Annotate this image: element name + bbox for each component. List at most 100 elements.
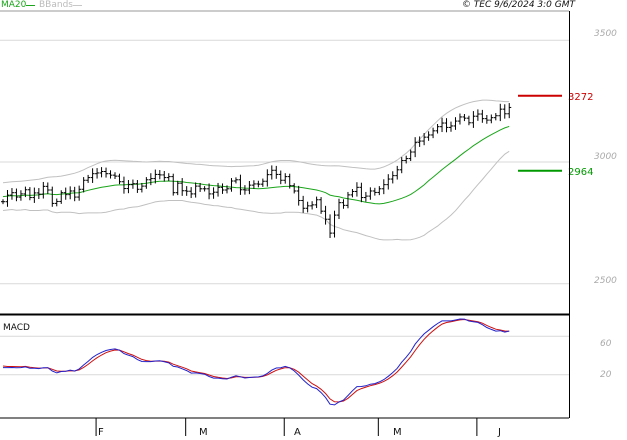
price-bar — [189, 187, 194, 199]
price-bar — [341, 199, 346, 209]
price-bar — [72, 186, 77, 202]
price-bar — [162, 171, 167, 182]
price-bar — [148, 173, 153, 186]
price-bar — [462, 114, 467, 122]
price-y-tick-2500: 2500 — [594, 276, 617, 286]
bb-lower-line — [2, 150, 510, 241]
price-bar — [435, 124, 440, 134]
price-bar — [507, 103, 512, 119]
price-bar — [296, 185, 301, 206]
price-bar — [202, 186, 207, 192]
price-bar — [466, 115, 471, 126]
price-bar — [36, 188, 41, 200]
support-label: 2964 — [568, 167, 593, 178]
price-bar — [54, 198, 59, 207]
chart-frames — [0, 10, 570, 436]
price-bar — [354, 182, 359, 197]
price-bar — [426, 131, 431, 141]
price-bar — [372, 187, 377, 196]
price-bar — [184, 186, 189, 196]
month-label-jun: J — [498, 427, 501, 438]
price-bar — [287, 173, 292, 189]
price-bar — [104, 167, 109, 178]
price-bar — [157, 170, 162, 180]
price-bar — [319, 197, 324, 214]
price-bar — [328, 214, 333, 238]
price-bar — [1, 199, 5, 205]
price-bar — [220, 183, 225, 194]
price-bar — [207, 183, 212, 200]
price-bar — [292, 183, 297, 194]
price-bar — [390, 171, 395, 184]
price-bar — [457, 113, 462, 125]
price-bar — [144, 177, 149, 189]
price-bar — [247, 180, 252, 195]
price-bar — [166, 173, 171, 181]
price-bar — [9, 188, 14, 200]
price-bar — [59, 190, 64, 204]
price-bar — [68, 186, 73, 200]
price-bar — [130, 179, 135, 189]
price-bar — [23, 186, 28, 198]
price-bar — [14, 188, 19, 202]
resistance-label: 3272 — [568, 92, 593, 103]
price-bar — [50, 186, 55, 207]
bollinger-bands — [2, 99, 510, 241]
price-bar — [480, 109, 485, 123]
macd-signal-line — [2, 318, 510, 403]
price-bar — [238, 174, 243, 195]
price-bar — [41, 181, 46, 199]
price-bar — [18, 190, 23, 201]
price-bar — [5, 190, 10, 207]
macd-layer: MACD — [0, 318, 569, 406]
price-bar — [386, 174, 391, 190]
price-bar — [211, 187, 216, 199]
price-bar — [265, 169, 270, 187]
price-bar — [180, 178, 185, 196]
legend-bbands: BBands — [39, 0, 73, 10]
month-label-apr: A — [294, 427, 301, 438]
macd-title: MACD — [3, 323, 30, 333]
price-bars — [1, 103, 512, 238]
price-bar — [498, 103, 503, 122]
price-bar — [399, 157, 404, 174]
copyright-timestamp: © TEC 9/6/2024 3:0 GMT — [461, 0, 575, 10]
price-bar — [269, 165, 274, 180]
price-y-tick-3000: 3000 — [594, 152, 617, 162]
price-bar — [81, 177, 86, 193]
price-bar — [135, 180, 140, 193]
month-label-feb: F — [98, 427, 104, 438]
price-bar — [489, 114, 494, 124]
price-bar — [153, 169, 158, 184]
price-levels: 3272 2964 — [518, 92, 593, 178]
price-bar — [99, 167, 104, 178]
price-bar — [108, 170, 113, 179]
price-bar — [475, 109, 480, 121]
price-bar — [363, 191, 368, 202]
price-bar — [95, 168, 100, 179]
price-bar — [256, 180, 261, 188]
price-bar — [417, 136, 422, 147]
price-bar — [310, 201, 315, 210]
price-bar — [413, 137, 418, 158]
price-bar — [121, 176, 126, 194]
price-bar — [45, 182, 50, 194]
price-bar — [381, 179, 386, 195]
price-bar — [449, 121, 453, 132]
legend-ma20-swatch — [26, 5, 35, 6]
price-bar — [233, 177, 238, 184]
price-bar — [502, 104, 507, 119]
price-bar — [305, 201, 310, 213]
price-bar — [216, 182, 221, 197]
price-bar — [404, 155, 409, 164]
macd-line — [3, 318, 510, 406]
price-bar — [175, 180, 180, 196]
price-bar — [229, 178, 234, 192]
ma20-line — [2, 125, 510, 205]
price-bar — [484, 114, 489, 124]
macd-y-tick-20: 20 — [600, 370, 612, 380]
price-bar — [274, 165, 279, 179]
price-bar — [323, 205, 328, 225]
price-bar — [113, 172, 117, 180]
